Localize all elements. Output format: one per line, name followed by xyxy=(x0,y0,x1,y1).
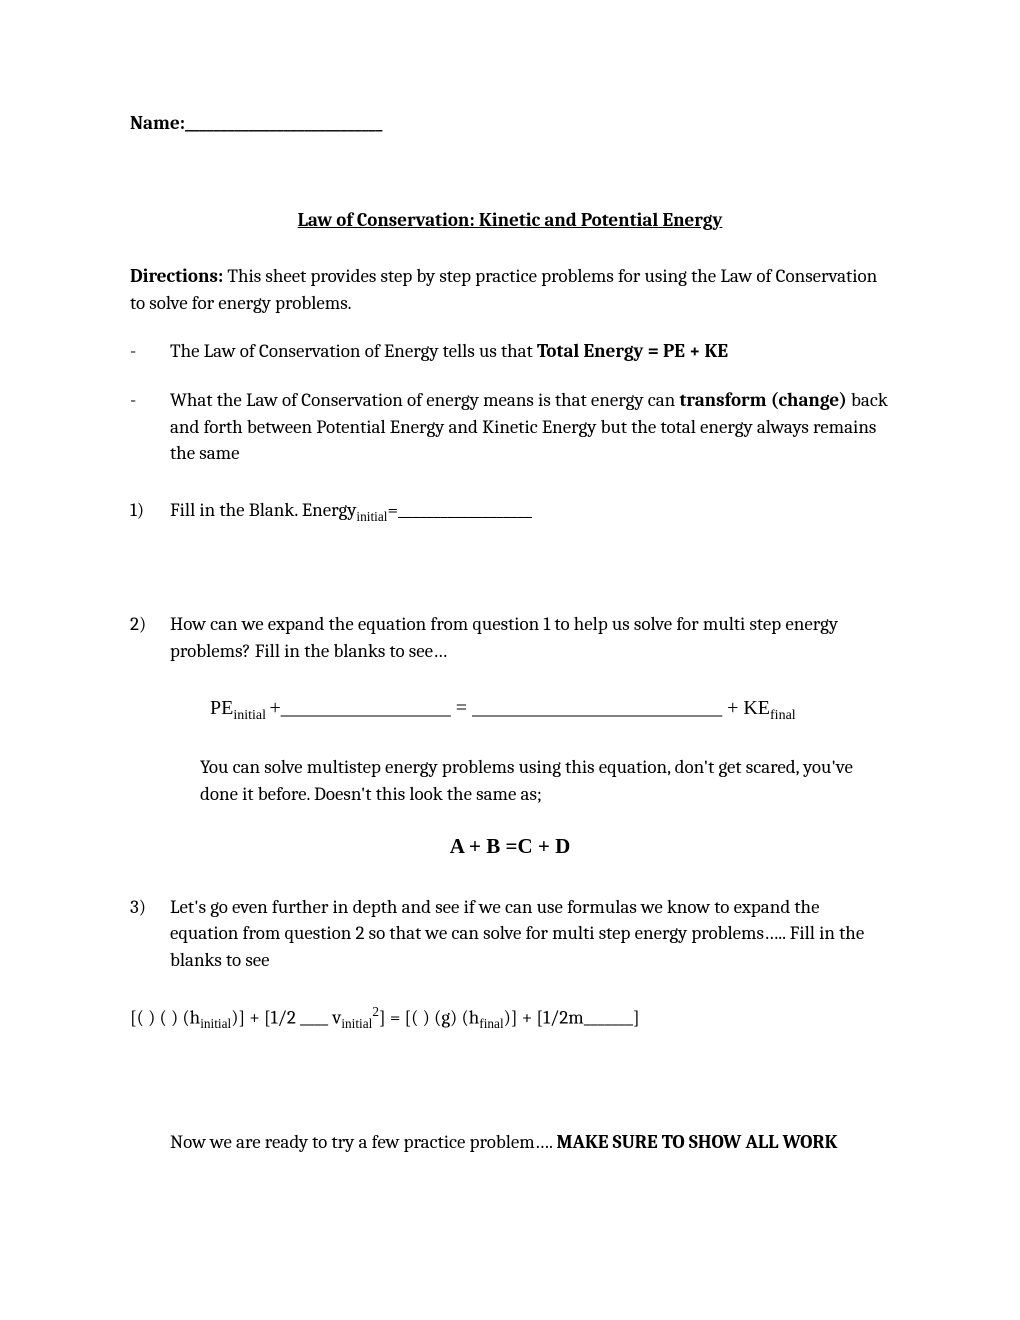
directions-body: This sheet provides step by step practic… xyxy=(130,265,877,314)
bullet-item: - The Law of Conservation of Energy tell… xyxy=(130,338,890,365)
directions-label: Directions: xyxy=(130,265,223,287)
q2-explanation: You can solve multistep energy problems … xyxy=(200,754,890,807)
question-3: 3) Let's go even further in depth and se… xyxy=(130,894,890,974)
bullet-marker: - xyxy=(130,338,170,365)
q2-centered-equation: A + B =C + D xyxy=(130,832,890,861)
bullet-list: - The Law of Conservation of Energy tell… xyxy=(130,338,890,466)
directions-text: Directions: This sheet provides step by … xyxy=(130,263,890,316)
bullet-content: The Law of Conservation of Energy tells … xyxy=(170,338,890,365)
bullet-item: - What the Law of Conservation of energy… xyxy=(130,387,890,467)
q2-number: 2) xyxy=(130,611,170,664)
bullet-content: What the Law of Conservation of energy m… xyxy=(170,387,890,467)
q2-content: How can we expand the equation from ques… xyxy=(170,611,890,664)
question-2: 2) How can we expand the equation from q… xyxy=(130,611,890,664)
final-note: Now we are ready to try a few practice p… xyxy=(170,1129,890,1156)
q3-equation: [( ) ( ) (hinitial)] + [1/2 ____ vinitia… xyxy=(130,1003,890,1034)
q1-content: Fill in the Blank. Energyinitial=_______… xyxy=(170,497,890,526)
q3-number: 3) xyxy=(130,894,170,974)
q3-content: Let's go even further in depth and see i… xyxy=(170,894,890,974)
numbered-list: 1) Fill in the Blank. Energyinitial=____… xyxy=(130,497,890,1156)
worksheet-title: Law of Conservation: Kinetic and Potenti… xyxy=(130,207,890,234)
question-1: 1) Fill in the Blank. Energyinitial=____… xyxy=(130,497,890,526)
bullet-marker: - xyxy=(130,387,170,467)
q1-number: 1) xyxy=(130,497,170,526)
q2-equation: PEinitial +_________________ = _________… xyxy=(210,694,796,726)
name-field: Name:____________________________ xyxy=(130,110,890,137)
